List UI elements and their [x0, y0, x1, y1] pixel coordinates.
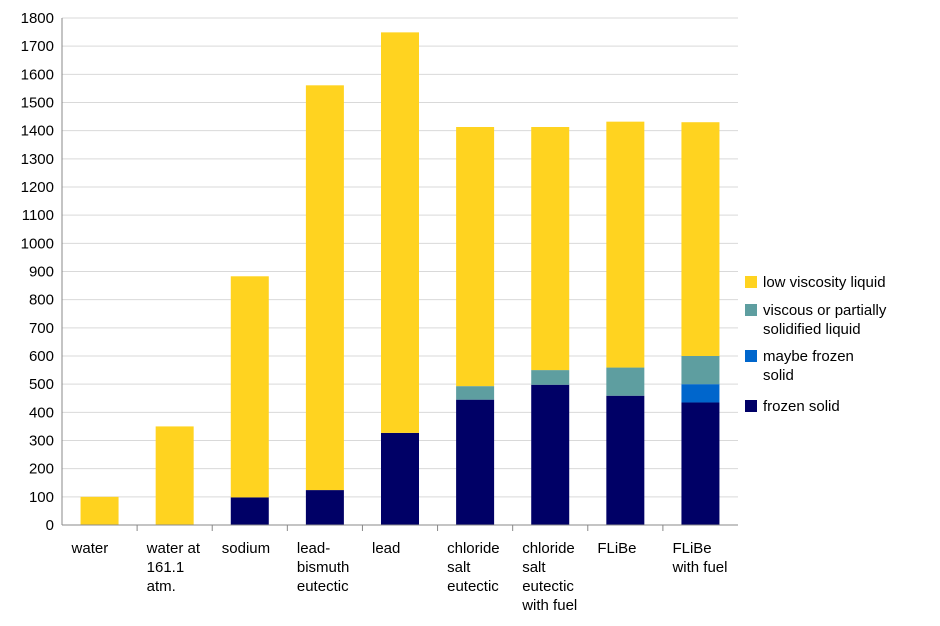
bar-segment — [681, 122, 720, 356]
bar-segment — [606, 367, 645, 396]
bar-segment — [606, 121, 645, 368]
x-tick-label: lead-bismuth eutectic — [297, 540, 350, 595]
bar-segment — [681, 402, 720, 525]
y-tick-label: 200 — [29, 461, 54, 478]
bar-segment — [305, 490, 344, 525]
bar-segment — [531, 370, 570, 385]
bar-segment — [681, 384, 720, 403]
legend-entry: frozen solid — [763, 398, 840, 415]
bar-segment — [681, 356, 720, 385]
y-tick-label: 400 — [29, 404, 54, 421]
y-tick-label: 0 — [46, 517, 54, 534]
x-tick-label: chloride salt eutectic with fuel — [521, 540, 577, 614]
bar-segment — [531, 384, 570, 525]
axes — [61, 18, 738, 531]
y-tick-label: 500 — [29, 376, 54, 393]
x-tick-label: water — [71, 540, 109, 557]
y-tick-label: 600 — [29, 348, 54, 365]
bar-segment — [230, 497, 269, 525]
legend-entry: low viscosity liquid — [763, 274, 886, 291]
legend: low viscosity liquid viscous or partially… — [745, 274, 887, 415]
bar-segment — [80, 496, 119, 525]
bar-segment — [456, 127, 495, 387]
bar-segment — [381, 432, 419, 525]
x-tick-label: lead — [372, 540, 400, 557]
bar-segment — [381, 32, 419, 433]
legend-swatch — [745, 350, 757, 362]
y-tick-label: 700 — [29, 320, 54, 337]
y-tick-label: 1800 — [21, 10, 54, 27]
legend-entry: viscous or partially solidified liquid — [763, 302, 887, 338]
y-tick-label: 1600 — [21, 66, 54, 83]
y-tick-label: 1200 — [21, 179, 54, 196]
bar-segment — [230, 276, 269, 498]
x-tick-label: sodium — [222, 540, 270, 557]
y-tick-label: 800 — [29, 292, 54, 309]
bar-segment — [155, 426, 194, 525]
y-tick-label: 1000 — [21, 235, 54, 252]
bar-segment — [531, 127, 570, 371]
bar-segment — [305, 85, 344, 491]
legend-swatch — [745, 400, 757, 412]
bars — [80, 32, 720, 525]
bar-segment — [606, 395, 645, 525]
x-tick-label: chloride salt eutectic — [447, 540, 500, 595]
y-tick-labels: 0 100 200 300 400 500 600 700 800 900 1000 1100 1200… — [21, 10, 54, 534]
legend-swatch — [745, 276, 757, 288]
x-tick-labels: water water at 161.1 atm. sodium lead-bismuth… — [71, 540, 728, 614]
x-tick-label: FLiBe with fuel — [671, 540, 727, 576]
y-tick-label: 1700 — [21, 38, 54, 55]
y-tick-label: 900 — [29, 264, 54, 281]
y-tick-label: 1300 — [21, 151, 54, 168]
y-tick-label: 100 — [29, 489, 54, 506]
x-tick-label: water at 161.1 atm. — [146, 540, 201, 595]
y-tick-label: 1500 — [21, 95, 54, 112]
bar-segment — [456, 399, 495, 525]
y-tick-label: 1400 — [21, 123, 54, 140]
legend-entry: maybe frozen solid — [763, 348, 854, 384]
y-tick-label: 1100 — [22, 207, 54, 224]
bar-segment — [456, 386, 495, 400]
x-tick-label: FLiBe — [597, 540, 636, 557]
legend-swatch — [745, 304, 757, 316]
y-tick-label: 300 — [29, 433, 54, 450]
